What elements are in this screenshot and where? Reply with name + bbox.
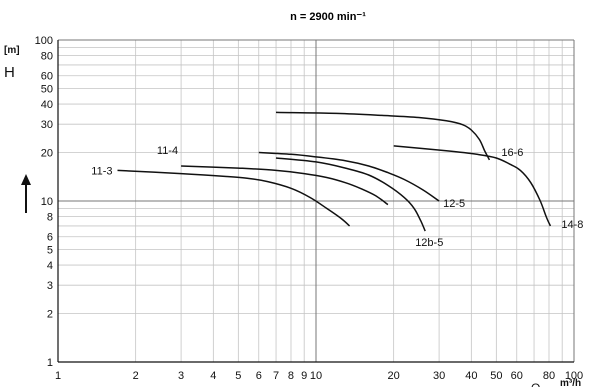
y-tick-label: 100 bbox=[35, 35, 53, 47]
x-tick-label: 4 bbox=[210, 370, 216, 382]
y-tick-label: 1 bbox=[47, 357, 53, 369]
curve-12-5 bbox=[258, 151, 440, 202]
x-tick-label: 5 bbox=[235, 370, 241, 382]
curve-11-4 bbox=[181, 165, 389, 206]
y-tick-label: 80 bbox=[41, 51, 53, 63]
y-tick-label: 6 bbox=[47, 232, 53, 244]
y-tick-label: 3 bbox=[47, 280, 53, 292]
y-tick-label: 50 bbox=[41, 83, 53, 95]
x-axis-label: Q bbox=[531, 381, 540, 387]
x-tick-label: 10 bbox=[310, 370, 322, 382]
x-tick-label: 30 bbox=[433, 370, 445, 382]
x-tick-label: 1 bbox=[55, 370, 61, 382]
x-tick-label: 20 bbox=[388, 370, 400, 382]
curve-label-12b-5: 12b-5 bbox=[415, 237, 443, 249]
x-tick-label: 100 bbox=[565, 370, 583, 382]
y-tick-label: 20 bbox=[41, 148, 53, 160]
curve-label-12-5: 12-5 bbox=[443, 198, 465, 210]
curve-16-6 bbox=[275, 111, 491, 161]
curve-12b-5 bbox=[275, 157, 426, 232]
curve-label-14-8: 14-8 bbox=[561, 219, 583, 231]
x-tick-label: 40 bbox=[465, 370, 477, 382]
x-tick-labels: 1 2 3 4 5 6 7 8 9 10 20 30 40 50 60 80 100 bbox=[55, 370, 583, 382]
x-axis-unit: m³/h bbox=[560, 378, 581, 387]
y-tick-label: 30 bbox=[41, 119, 53, 131]
x-tick-label: 6 bbox=[256, 370, 262, 382]
y-tick-label: 2 bbox=[47, 309, 53, 321]
chart-title: n = 2900 min⁻¹ bbox=[290, 11, 366, 23]
x-tick-label: 2 bbox=[133, 370, 139, 382]
x-tick-label: 60 bbox=[511, 370, 523, 382]
y-tick-label: 40 bbox=[41, 99, 53, 111]
y-axis-label: H bbox=[4, 64, 15, 81]
curve-labels: 11-3 11-4 12-5 12b-5 16-6 14-8 bbox=[91, 145, 583, 249]
x-tick-label: 7 bbox=[273, 370, 279, 382]
grid bbox=[57, 39, 575, 363]
x-tick-label: 3 bbox=[178, 370, 184, 382]
curve-11-3 bbox=[117, 169, 351, 227]
y-axis-unit: [m] bbox=[4, 45, 20, 56]
y-tick-label: 10 bbox=[41, 196, 53, 208]
y-axis-arrow-icon bbox=[21, 174, 31, 213]
x-tick-label: 50 bbox=[490, 370, 502, 382]
y-tick-label: 4 bbox=[47, 260, 53, 272]
curve-label-11-4: 11-4 bbox=[157, 145, 178, 157]
curve-label-16-6: 16-6 bbox=[501, 147, 523, 159]
pump-curves bbox=[117, 111, 552, 232]
y-tick-label: 60 bbox=[41, 71, 53, 83]
x-tick-label: 9 bbox=[301, 370, 307, 382]
y-tick-label: 5 bbox=[47, 244, 53, 256]
y-tick-label: 8 bbox=[47, 212, 53, 224]
x-tick-label: 80 bbox=[543, 370, 555, 382]
curve-label-11-3: 11-3 bbox=[91, 165, 112, 177]
curve-14-8 bbox=[393, 145, 552, 227]
x-tick-label: 8 bbox=[288, 370, 294, 382]
